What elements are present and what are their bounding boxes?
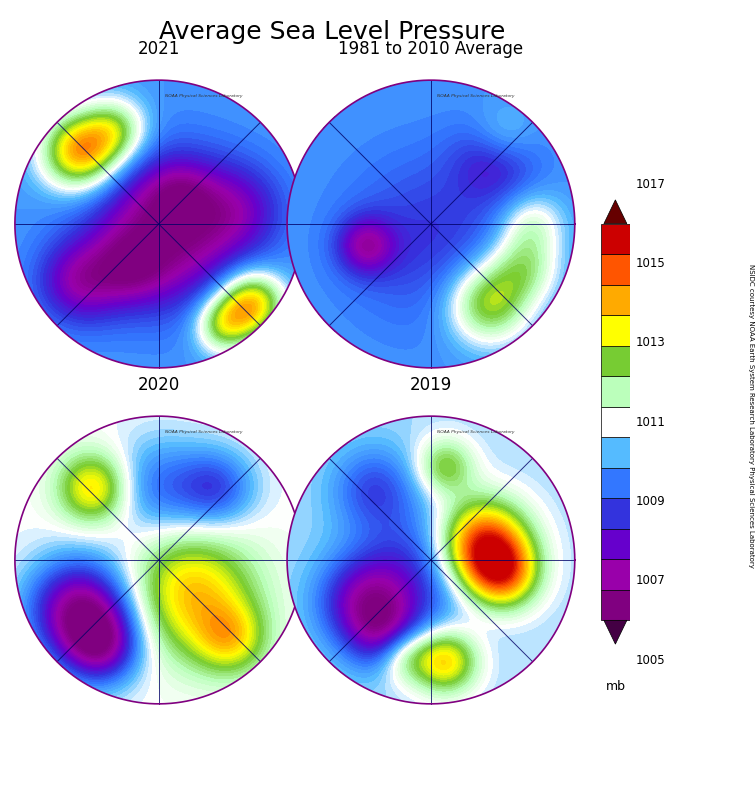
Text: 1009: 1009 <box>636 495 665 508</box>
Text: NOAA Physical Sciences Laboratory: NOAA Physical Sciences Laboratory <box>437 430 515 434</box>
Text: Average Sea Level Pressure: Average Sea Level Pressure <box>160 20 506 44</box>
Text: 1005: 1005 <box>636 654 665 666</box>
Text: mb: mb <box>606 680 625 693</box>
Bar <box>601 224 630 254</box>
Bar <box>601 315 630 346</box>
Bar <box>601 438 630 468</box>
Text: NSIDC courtesy NOAA Earth System Research Laboratory Physical Sciences Laborator: NSIDC courtesy NOAA Earth System Researc… <box>748 264 754 568</box>
Text: 1017: 1017 <box>636 178 666 190</box>
Text: NOAA Physical Sciences Laboratory: NOAA Physical Sciences Laboratory <box>437 94 515 98</box>
Text: NOAA Physical Sciences Laboratory: NOAA Physical Sciences Laboratory <box>165 430 243 434</box>
Text: NOAA Physical Sciences Laboratory: NOAA Physical Sciences Laboratory <box>165 94 243 98</box>
Bar <box>601 285 630 315</box>
Bar <box>601 559 630 590</box>
Polygon shape <box>604 200 627 224</box>
Bar <box>601 498 630 529</box>
Bar <box>601 468 630 498</box>
Bar <box>601 406 630 438</box>
Bar <box>601 376 630 406</box>
Text: 1013: 1013 <box>636 336 665 349</box>
Bar <box>601 590 630 620</box>
Text: 1011: 1011 <box>636 415 666 429</box>
Polygon shape <box>604 620 627 644</box>
Bar <box>601 254 630 285</box>
Bar <box>601 529 630 559</box>
Bar <box>601 346 630 376</box>
Text: 2019: 2019 <box>410 376 452 394</box>
Text: 1007: 1007 <box>636 574 665 587</box>
Text: 1015: 1015 <box>636 257 665 270</box>
Text: 2021: 2021 <box>138 40 180 58</box>
Text: 2020: 2020 <box>138 376 180 394</box>
Text: 1981 to 2010 Average: 1981 to 2010 Average <box>339 40 523 58</box>
